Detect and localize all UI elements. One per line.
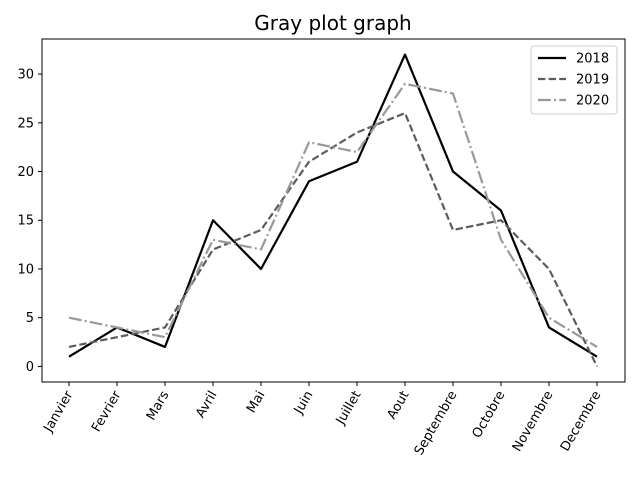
x-tick-label: Juin (291, 389, 316, 418)
x-tick-label: Mai (244, 389, 268, 416)
chart-title: Gray plot graph (254, 11, 411, 35)
y-tick-label: 20 (17, 165, 34, 180)
y-tick-label: 10 (17, 262, 34, 277)
legend: 2018 2019 2020 (530, 45, 618, 115)
legend-box (530, 45, 618, 115)
x-tick-label: Mars (144, 388, 173, 423)
y-tick-label: 5 (26, 311, 34, 326)
x-tick-label: Octobre (470, 389, 509, 441)
y-tick-label: 0 (26, 360, 34, 375)
y-tick-label: 15 (17, 214, 34, 229)
x-tick-label: Decembre (558, 389, 605, 455)
y-tick-label: 30 (17, 68, 34, 83)
legend-label-2020: 2020 (576, 94, 609, 109)
x-tick-label: Janvier (41, 388, 77, 436)
x-tick-label: Juillet (333, 389, 364, 429)
x-tick-label: Fevrier (89, 388, 125, 435)
y-tick-label: 25 (17, 116, 34, 131)
series-line-2019 (68, 111, 598, 367)
series-line-2018 (68, 53, 598, 358)
x-tick-label: Aout (384, 389, 412, 422)
axes-frame (41, 38, 626, 383)
x-tick-label: Avril (193, 389, 220, 421)
x-tick-label: Septembre (412, 389, 461, 458)
series-line-2020 (68, 82, 598, 348)
legend-label-2018: 2018 (576, 52, 609, 67)
x-tick-label: Novembre (510, 388, 557, 454)
legend-label-2019: 2019 (576, 73, 609, 88)
